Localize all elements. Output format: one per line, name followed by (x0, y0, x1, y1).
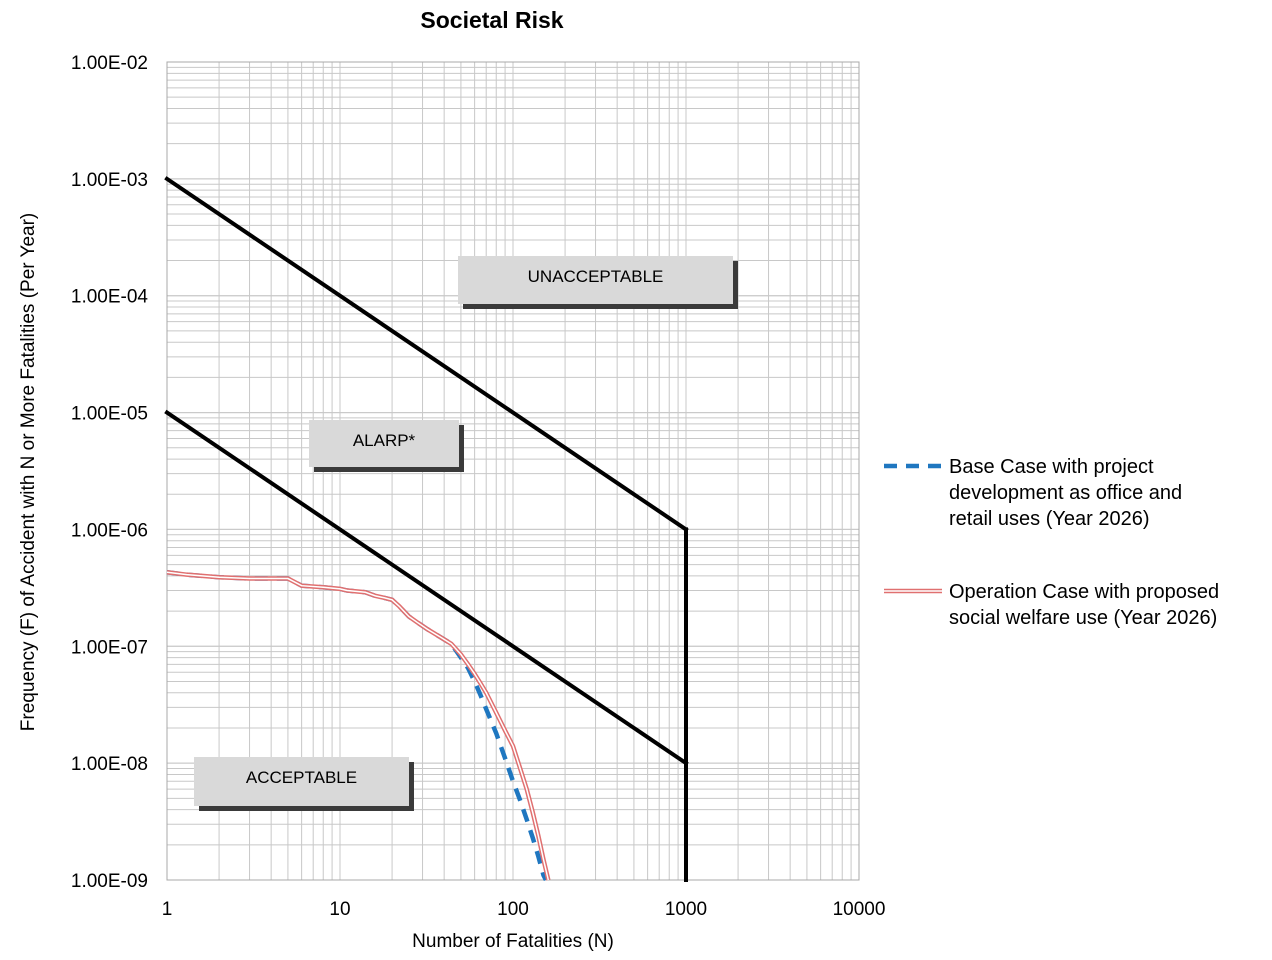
boundary-line-0 (164, 176, 689, 533)
series-operation-case-outer (166, 570, 551, 881)
series-operation-case-line (166, 570, 551, 881)
legend-item-1: Operation Case with proposed social welfa… (884, 581, 1219, 629)
region-label: UNACCEPTABLE (528, 267, 664, 286)
legend-item-0: Base Case with project development as off… (884, 456, 1182, 530)
y-tick-label: 1.00E-03 (71, 170, 148, 191)
region-unacceptable-box: UNACCEPTABLE (458, 256, 738, 309)
y-tick-label: 1.00E-08 (71, 754, 148, 775)
region-label: ALARP* (353, 431, 416, 450)
y-tick-label: 1.00E-02 (71, 53, 148, 74)
legend-label: Base Case with project development as off… (949, 456, 1182, 530)
region-box (309, 420, 459, 467)
y-tick-label: 1.00E-05 (71, 404, 148, 425)
region-box (194, 757, 409, 806)
y-tick-label: 1.00E-06 (71, 520, 148, 541)
x-tick-label: 100 (497, 899, 529, 920)
x-tick-label: 1 (162, 899, 173, 920)
region-label: ACCEPTABLE (246, 768, 357, 787)
y-tick-label: 1.00E-07 (71, 637, 148, 658)
x-tick-labels: 1 10 100 1000 10000 (162, 899, 886, 920)
y-tick-labels: 1.00E-09 1.00E-08 1.00E-07 1.00E-06 1.00E-05… (71, 53, 149, 892)
region-labels: UNACCEPTABLE ALARP* ACCEPTABLE (194, 256, 738, 811)
y-tick-label: 1.00E-04 (71, 287, 149, 308)
series-base-case-line (166, 570, 548, 882)
risk-boundaries (164, 176, 689, 882)
plot-area-border (166, 61, 860, 881)
region-alarp-box: ALARP* (309, 420, 464, 472)
chart-title: Societal Risk (420, 7, 563, 33)
series-lines (166, 570, 551, 882)
x-tick-label: 1000 (665, 899, 707, 920)
region-acceptable-box: ACCEPTABLE (194, 757, 414, 811)
region-box (458, 256, 733, 304)
y-tick-label: 1.00E-09 (71, 871, 148, 892)
x-tick-label: 10 (329, 899, 350, 920)
legend: Base Case with project development as off… (884, 456, 1219, 629)
x-tick-label: 10000 (833, 899, 886, 920)
legend-label: Operation Case with proposed social welfa… (949, 581, 1219, 629)
y-axis-label: Frequency (F) of Accident with N or More… (18, 213, 39, 731)
series-operation-case-inner (166, 571, 550, 881)
boundary-line-1 (164, 409, 689, 766)
x-axis-label: Number of Fatalities (N) (412, 931, 614, 952)
